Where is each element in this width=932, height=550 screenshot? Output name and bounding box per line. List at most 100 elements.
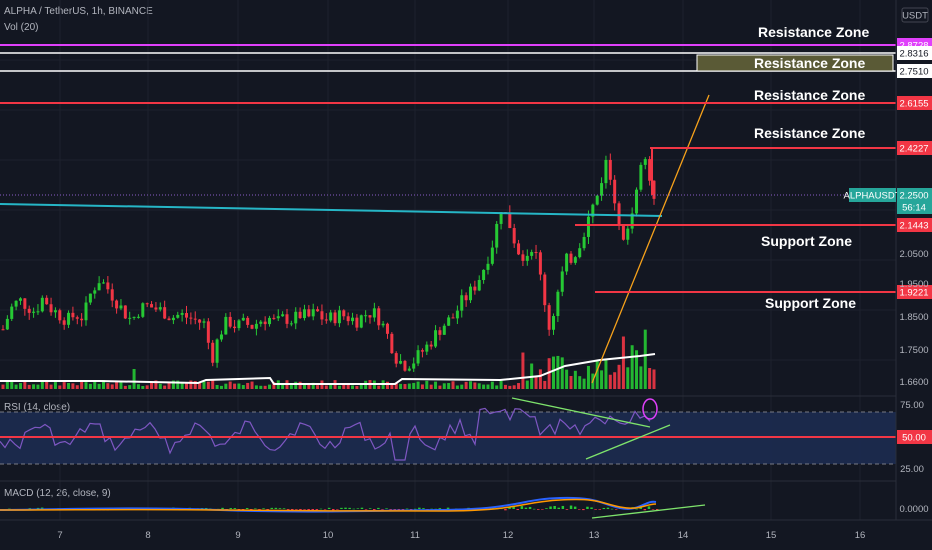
macd-histogram-bar <box>414 508 417 510</box>
macd-histogram-bar <box>573 506 577 509</box>
candle-body <box>189 317 193 319</box>
candle-body <box>36 311 40 313</box>
volume-ma-line <box>0 353 656 385</box>
volume-bar <box>119 381 123 389</box>
volume-bar <box>106 383 110 389</box>
candle-body <box>591 204 595 217</box>
volume-bar <box>329 384 333 389</box>
volume-bar <box>233 383 237 389</box>
candle-body <box>58 310 62 321</box>
currency-box[interactable] <box>901 7 929 23</box>
candle-body <box>289 323 293 325</box>
macd-histogram-bar <box>508 506 511 509</box>
rsi-support-line[interactable] <box>585 424 671 460</box>
macd-histogram-bar <box>315 509 319 510</box>
candle-body <box>508 212 512 229</box>
volume-bar <box>228 381 232 389</box>
candle-body <box>600 183 604 196</box>
volume-bar <box>451 381 455 389</box>
macd-trendline[interactable] <box>591 504 706 519</box>
macd-histogram-bar <box>504 509 507 511</box>
candle-body <box>569 253 573 263</box>
macd-histogram-bar <box>389 509 392 510</box>
volume-bar <box>569 376 573 389</box>
candle-body <box>53 310 57 313</box>
candle-body <box>128 317 132 319</box>
macd-histogram-bar <box>393 509 396 510</box>
volume-bar <box>289 385 293 389</box>
ascending-trendline[interactable] <box>591 94 710 384</box>
volume-bar <box>237 383 241 389</box>
volume-bar <box>10 381 14 389</box>
volume-bar <box>67 383 71 389</box>
candle-body <box>578 248 582 258</box>
candle-body <box>67 312 71 325</box>
volume-bar <box>621 336 625 389</box>
volume-bar <box>346 384 350 389</box>
volume-bar <box>32 384 36 389</box>
volume-bar <box>311 382 315 389</box>
rsi-highlight-circle[interactable] <box>642 398 658 420</box>
candle-body <box>447 317 451 326</box>
volume-bar <box>132 369 136 389</box>
candle-body <box>193 318 197 320</box>
volume-bar <box>115 381 119 389</box>
volume-bar <box>464 381 468 389</box>
volume-bar <box>473 382 477 389</box>
volume-bar <box>150 381 154 389</box>
macd-histogram-bar <box>303 509 306 510</box>
macd-histogram-bar <box>254 508 257 510</box>
price-axis[interactable] <box>896 0 932 550</box>
candle-body <box>123 305 127 319</box>
volume-bar <box>648 368 652 389</box>
rsi-divergence-line[interactable] <box>511 397 651 428</box>
candle-body <box>185 313 189 318</box>
macd-histogram-bar <box>602 507 606 509</box>
macd-histogram-bar <box>299 509 302 511</box>
candle-body <box>460 295 464 311</box>
descending-trendline[interactable] <box>0 203 663 217</box>
candle-body <box>643 159 647 165</box>
rsi-lower-label: 25.00 <box>900 464 924 475</box>
candle-body <box>285 314 289 324</box>
macd-histogram-bar <box>520 506 524 509</box>
candle-body <box>556 291 560 317</box>
volume-bar <box>224 383 228 389</box>
volume-bar <box>246 382 250 389</box>
x-tick-label: 10 <box>323 530 334 541</box>
candle-body <box>329 312 333 321</box>
candle-body <box>268 317 272 325</box>
volume-bar <box>416 381 420 389</box>
candle-body <box>499 212 503 224</box>
candle-body <box>88 293 92 303</box>
candle-body <box>368 315 372 318</box>
candle-body <box>206 321 210 343</box>
candle-body <box>272 317 276 319</box>
candle-body <box>530 252 534 256</box>
macd-histogram-bar <box>266 509 269 511</box>
volume-bar <box>486 384 490 389</box>
level-price-text: 1.9221 <box>899 288 928 299</box>
volume-bar <box>198 382 202 389</box>
candle-body <box>254 323 258 329</box>
volume-bar <box>547 358 551 389</box>
volume-bar <box>316 385 320 389</box>
macd-histogram-bar <box>606 507 610 509</box>
price-tick-label: 1.7500 <box>899 345 928 356</box>
volume-bar <box>23 380 27 389</box>
macd-histogram-bar <box>323 509 327 510</box>
volume-bar <box>626 367 630 389</box>
volume-bar <box>163 385 167 389</box>
macd-histogram-bar <box>405 508 409 510</box>
macd-histogram-bar <box>319 508 323 510</box>
macd-histogram-bar <box>655 509 659 511</box>
candle-body <box>621 225 625 240</box>
level-price-tag <box>897 64 932 78</box>
volume-bar <box>14 384 18 389</box>
resistance-zone-box[interactable] <box>696 54 894 72</box>
symbol-title: ALPHA / TetherUS, 1h, BINANCE <box>4 6 153 17</box>
candle-body <box>110 289 114 301</box>
volume-bar <box>399 383 403 389</box>
volume-bar <box>499 380 503 389</box>
